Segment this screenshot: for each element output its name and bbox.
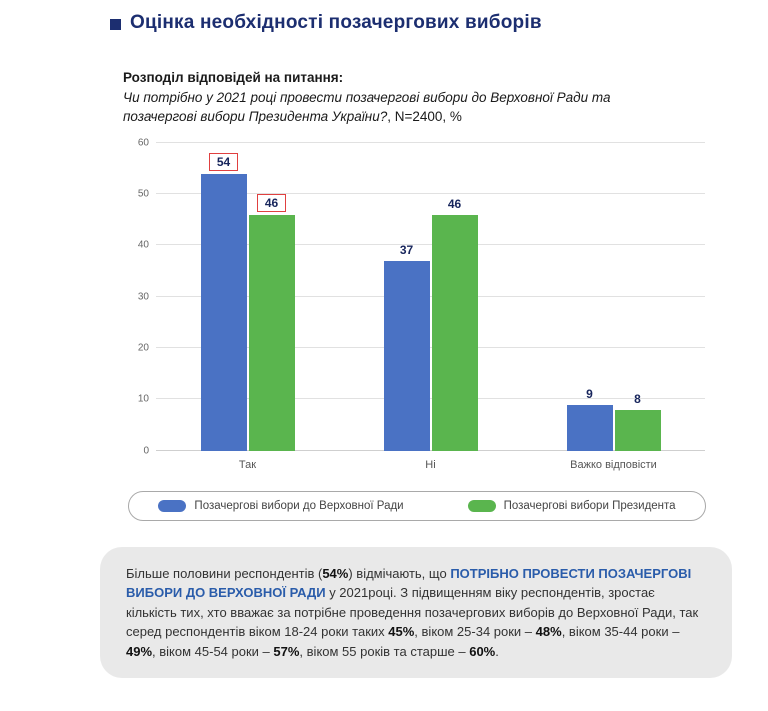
bar-column: 37 [383, 143, 430, 451]
summary-text-segment: 49% [126, 643, 153, 659]
bar-value-label: 9 [586, 386, 593, 401]
summary-text-segment: , віком 55 років та старше – [299, 643, 470, 659]
summary-text-segment: , віком 25-34 роки – [414, 624, 536, 640]
bar-value-label-highlighted: 46 [256, 193, 287, 212]
question-italic-text: Чи потрібно у 2021 році провести позачер… [123, 89, 611, 125]
bar-series-2 [614, 409, 661, 451]
legend-swatch-icon [467, 499, 496, 512]
bar-series-1 [566, 404, 613, 451]
summary-text-segment: 48% [535, 624, 562, 640]
y-tick-label: 60 [137, 137, 149, 149]
gridline [156, 244, 705, 246]
plot-wrap: 0 10 20 30 40 50 60 54 46 37 46 9 8 [130, 137, 705, 456]
summary-text-segment: . [495, 643, 499, 659]
legend-item: Позачергові вибори до Верховної Ради [158, 499, 404, 512]
bar-series-1 [200, 173, 247, 451]
question-heading: Розподіл відповідей на питання: [123, 70, 344, 85]
legend-item: Позачергові вибори Президента [467, 499, 676, 512]
question-block: Розподіл відповідей на питання: Чи потрі… [123, 68, 683, 127]
gridline [156, 347, 705, 349]
summary-text-segment: 60% [469, 643, 496, 659]
title-bullet-icon [110, 18, 121, 30]
bar-series-2 [248, 214, 295, 451]
plot-area: 54 46 37 46 9 8 [156, 141, 705, 451]
y-tick-label: 30 [137, 291, 149, 303]
page-title: Оцінка необхідності позачергових виборів [130, 12, 542, 33]
gridline [156, 141, 705, 143]
bar-series-1 [383, 260, 430, 451]
page-title-row: Оцінка необхідності позачергових виборів [0, 0, 768, 34]
bar-value-label-highlighted: 54 [208, 152, 239, 171]
summary-text-segment: ) відмічають, що [348, 565, 451, 581]
bar-column: 46 [431, 143, 478, 451]
bar-chart: 0 10 20 30 40 50 60 54 46 37 46 9 8 Так Ні Важко відп… [130, 137, 705, 471]
legend-label: Позачергові вибори Президента [503, 499, 676, 512]
y-tick-label: 10 [137, 393, 149, 405]
gridline [156, 398, 705, 400]
bar-column: 9 [566, 143, 613, 451]
bar-group-1: 54 46 [200, 143, 295, 451]
bar-series-2 [431, 214, 478, 451]
summary-text-segment: Більше половини респондентів ( [126, 565, 323, 581]
summary-text-segment: 45% [388, 624, 415, 640]
bar-value-label: 37 [399, 242, 414, 257]
gridline [156, 193, 705, 195]
y-tick-label: 40 [137, 239, 149, 251]
legend-label: Позачергові вибори до Верховної Ради [194, 499, 404, 512]
bar-column: 54 [200, 143, 247, 451]
summary-text-segment: , віком 35-44 роки – [561, 624, 680, 640]
summary-text-segment: 57% [273, 643, 300, 659]
summary-text-segment: , віком 45-54 роки – [152, 643, 274, 659]
x-axis: Так Ні Важко відповісти [156, 459, 705, 471]
x-category-label: Ні [425, 458, 436, 471]
bar-column: 46 [248, 143, 295, 451]
summary-text-segment: у 2021році. З підвищенням віку респонден… [126, 585, 699, 640]
legend-swatch-icon [158, 499, 187, 512]
bar-groups: 54 46 37 46 9 8 [156, 143, 705, 451]
y-tick-label: 0 [143, 445, 149, 457]
summary-text-segment: ПОТРІБНО ПРОВЕСТИ ПОЗАЧЕРГОВІ ВИБОРИ ДО … [126, 565, 692, 601]
summary-text-segment: 54% [322, 565, 349, 581]
y-axis: 0 10 20 30 40 50 60 [130, 137, 156, 456]
x-category-label: Так [238, 458, 257, 471]
y-tick-label: 20 [137, 342, 149, 354]
bar-column: 8 [614, 143, 661, 451]
bar-group-2: 37 46 [383, 143, 478, 451]
gridline [156, 449, 705, 451]
gridline [156, 295, 705, 297]
question-suffix: , N=2400, % [387, 109, 462, 125]
bar-value-label: 46 [447, 196, 462, 211]
chart-legend: Позачергові вибори до Верховної Ради Поза… [128, 490, 706, 521]
summary-block: Більше половини респондентів (54%) відмі… [100, 546, 732, 679]
bar-value-label: 8 [634, 391, 641, 406]
x-category-label: Важко відповісти [570, 458, 657, 471]
question-text: Чи потрібно у 2021 році провести позачер… [123, 88, 683, 127]
y-tick-label: 50 [137, 188, 149, 200]
